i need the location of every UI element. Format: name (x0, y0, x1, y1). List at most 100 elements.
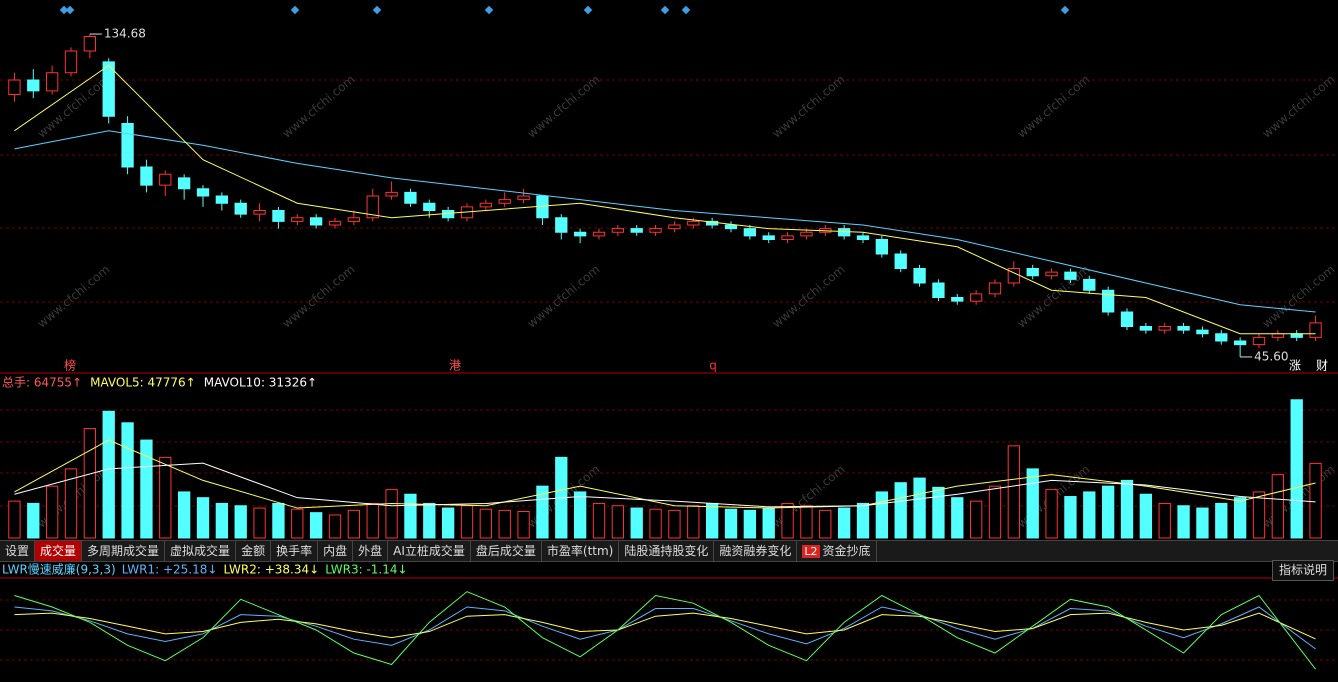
volume-bar (1290, 399, 1303, 539)
volume-bar (969, 500, 983, 539)
candle-body (1196, 329, 1209, 335)
candle-body (555, 217, 568, 233)
volume-bar (121, 422, 134, 539)
candle-body (64, 50, 78, 74)
candle-body (573, 231, 587, 237)
volume-bar (536, 485, 549, 539)
volume-bar (479, 508, 493, 539)
line-series (14, 64, 1316, 335)
candle-body (743, 228, 757, 237)
candle-body (1120, 311, 1134, 327)
indicator-tab[interactable]: 虚拟成交量 (165, 541, 237, 561)
candle-body (668, 224, 681, 230)
candle-body (611, 228, 625, 233)
indicator-tab[interactable]: 陆股通持股变化 (619, 541, 715, 561)
volume-bar (1064, 496, 1077, 539)
candle-body (1045, 271, 1058, 277)
candle-body (649, 228, 662, 233)
candle-body (291, 217, 304, 222)
candle-body (687, 220, 700, 226)
indicator-tab[interactable]: 设置 (0, 541, 36, 561)
volume-bar (1252, 491, 1266, 539)
volume-bar (1215, 502, 1228, 539)
volume-bar (177, 491, 191, 539)
volume-bar (573, 491, 587, 539)
watermark: www.cfchi.com (35, 262, 113, 331)
volume-bar (932, 486, 945, 539)
candle-body (366, 195, 379, 219)
candle-body (1083, 278, 1096, 291)
candle-body (1233, 340, 1247, 346)
annotation-label: 45.60 (1254, 349, 1288, 363)
volume-bar (8, 500, 21, 539)
candle-body (385, 191, 398, 197)
volume-bar (894, 482, 907, 539)
candle-body (102, 61, 115, 117)
volume-bar (913, 477, 926, 539)
volume-bar (592, 502, 606, 539)
indicator-tab[interactable]: 成交量 (35, 541, 83, 561)
watermark: www.cfchi.com (280, 72, 358, 141)
candle-body (1177, 326, 1190, 331)
line-series (14, 130, 1316, 313)
volume-bar (611, 505, 625, 539)
indicator-tabs: 设置 成交量 多周期成交量 虚拟成交量 金额 换手率 内盘 外盘 AI立桩成交量 盘后成交量 市盈率… (0, 540, 1338, 562)
tab-label: 资金抄底 (822, 544, 871, 558)
candle-body (253, 210, 266, 215)
indicator-tab[interactable]: 内盘 (318, 541, 354, 561)
candle-body (856, 235, 870, 240)
volume-bar (385, 489, 398, 539)
watermark: www.cfchi.com (770, 262, 848, 331)
volume-bar (1083, 491, 1096, 539)
legend-item: 总手: 64755↑ (2, 376, 82, 390)
volume-bar (1120, 479, 1134, 539)
event-marker: q (709, 359, 717, 373)
candle-body (875, 239, 889, 255)
volume-bar (668, 509, 681, 539)
watermark: www.cfchi.com (1260, 262, 1338, 331)
indicator-tab[interactable]: 外盘 (353, 541, 389, 561)
legend-item: MAVOL5: 47776↑ (90, 376, 196, 390)
candle-body (1064, 271, 1077, 280)
candle-body (1290, 333, 1303, 338)
indicator-tab[interactable]: 盘后成交量 (471, 541, 542, 561)
volume-bar (1158, 502, 1171, 539)
event-marker: 榜 (64, 358, 76, 373)
volume-bar (498, 509, 511, 539)
candle-body (630, 228, 643, 233)
volume-bar (253, 507, 266, 539)
indicator-tab[interactable]: 多周期成交量 (82, 541, 166, 561)
watermark: www.cfchi.com (770, 72, 848, 141)
candle-body (309, 217, 323, 226)
volume-bar (215, 502, 229, 539)
volume-bar (837, 507, 851, 539)
volume-bar (1045, 489, 1058, 539)
indicator-tab[interactable]: AI立桩成交量 (388, 541, 471, 561)
volume-bar (800, 505, 813, 539)
indicator-tab[interactable]: 融资融券变化 (714, 541, 798, 561)
help-button[interactable]: 指标说明 (1271, 560, 1334, 581)
candle-body (498, 199, 511, 204)
volume-bar (1101, 485, 1115, 539)
volume-bar (1309, 462, 1322, 539)
indicator-tab[interactable]: 金额 (236, 541, 272, 561)
legend-item: LWR2: +38.34↓ (223, 563, 319, 577)
candle-body (592, 231, 606, 237)
volume-bar (159, 456, 172, 539)
indicator-tab[interactable]: L2 资金抄底 (797, 541, 877, 561)
candle-body (932, 282, 945, 298)
volume-bar (309, 512, 323, 539)
indicator-tab[interactable]: 换手率 (271, 541, 319, 561)
annotation-label: 134.68 (104, 27, 146, 41)
candle-body (969, 293, 983, 302)
candle-body (1271, 333, 1285, 338)
indicator-tab[interactable]: 市盈率(ttm) (542, 541, 620, 561)
candle-body (121, 123, 134, 168)
candle-body (177, 177, 191, 190)
candle-body (1026, 268, 1039, 277)
indicator-title: LWR慢速威廉(9,3,3) (2, 562, 116, 577)
volume-bar (762, 507, 775, 539)
candle-body (423, 202, 436, 211)
candle-body (913, 268, 926, 284)
volume-bar (328, 514, 342, 539)
